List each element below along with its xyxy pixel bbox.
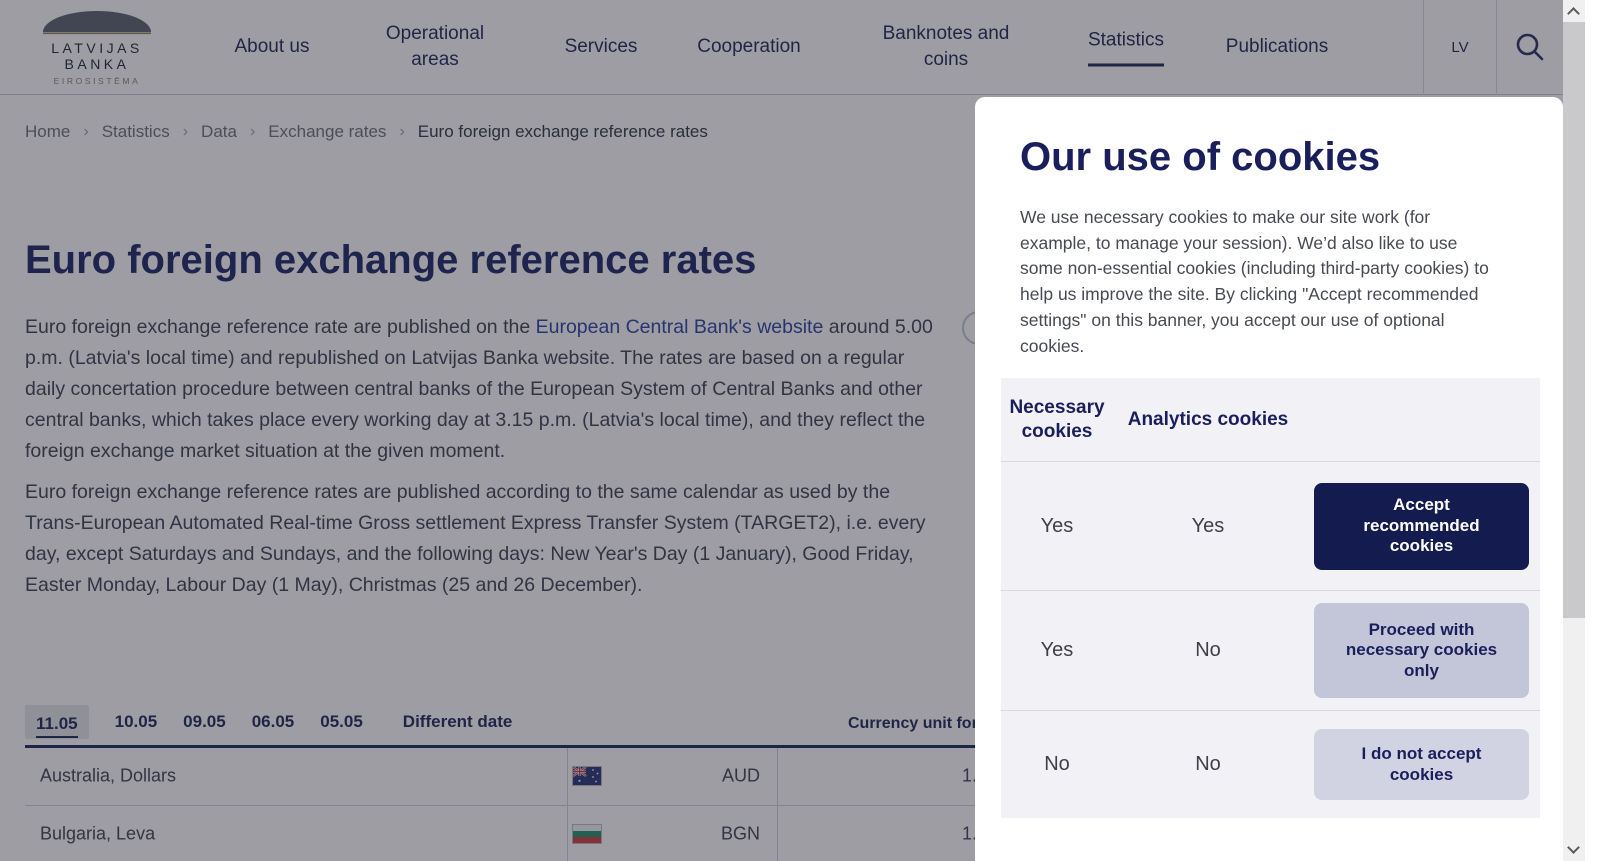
cookie-dialog-body: We use necessary cookies to make our sit…: [1020, 207, 1489, 356]
nav-operational-areas[interactable]: Operational areas: [360, 21, 510, 73]
table-row-aud[interactable]: Australia, Dollars: [25, 748, 1540, 806]
breadcrumb-exchange-rates[interactable]: Exchange rates: [268, 122, 387, 141]
currency-name: Bulgaria, Leva: [40, 823, 156, 844]
breadcrumb-current: Euro foreign exchange reference rates: [417, 122, 708, 141]
cookie-option-row-necessary-only: Yes No Proceed with necessary cookies on…: [1001, 591, 1540, 711]
nav-label: Banknotes and coins: [882, 23, 1010, 70]
calendar-paragraph: Euro foreign exchange reference rates ar…: [25, 481, 926, 596]
date-tabs: 11.05 10.05 09.05 06.05 05.05 Different …: [25, 699, 512, 745]
accept-recommended-cookies-button[interactable]: Accept recommended cookies: [1314, 482, 1529, 570]
cookie-option-row-reject: No No I do not accept cookies: [1001, 711, 1540, 818]
bulgaria-flag: [572, 823, 602, 844]
logo-text: LATVIJAS BANKA: [51, 40, 143, 72]
currency-rate: 1.: [962, 765, 978, 786]
ecb-website-link[interactable]: European Central Bank's website: [535, 316, 824, 338]
necessary-value: Yes: [1040, 514, 1074, 537]
necessary-value: Yes: [1040, 639, 1074, 661]
currency-unit-header: Currency unit for 1: [848, 715, 992, 732]
analytics-cookies-header: Analytics cookies: [1127, 408, 1289, 430]
currency-rate: 1.: [962, 823, 978, 844]
search-button[interactable]: [1497, 0, 1563, 95]
necessary-cookies-header: Necessary cookies: [1009, 396, 1105, 442]
tab-date-11-05[interactable]: 11.05: [25, 705, 89, 739]
nav-cooperation[interactable]: Cooperation: [684, 34, 814, 60]
logo-subtext: EIROSISTĒMA: [53, 76, 141, 86]
necessary-value: No: [1044, 753, 1070, 775]
site-header: LATVIJAS BANKA EIROSISTĒMA About us Oper…: [0, 0, 1563, 95]
chevron-right-icon: ›: [249, 123, 256, 140]
analytics-value: No: [1195, 639, 1221, 661]
scroll-up-icon[interactable]: [1567, 7, 1580, 20]
main-content: Euro foreign exchange reference rates Eu…: [25, 236, 935, 611]
cookie-table-header: Necessary cookies Analytics cookies: [1001, 378, 1540, 462]
vertical-scrollbar[interactable]: [1563, 0, 1585, 861]
paragraph-text: Euro foreign exchange reference rate are…: [25, 316, 536, 338]
table-row-bgn[interactable]: Bulgaria, Leva BGN 1.: [25, 805, 1540, 861]
australia-flag: [572, 766, 602, 787]
currency-code: AUD: [721, 765, 760, 786]
chevron-right-icon: ›: [399, 123, 405, 140]
analytics-value: Yes: [1191, 514, 1225, 537]
tab-date-10-05[interactable]: 10.05: [114, 712, 158, 731]
proceed-necessary-cookies-button[interactable]: Proceed with necessary cookies only: [1314, 603, 1529, 698]
nav-label: Cooperation: [697, 36, 801, 57]
chevron-right-icon: ›: [83, 123, 89, 140]
column-divider: [777, 748, 778, 805]
nav-label: Operational areas: [385, 23, 485, 70]
cookie-consent-dialog: Our use of cookies We use necessary cook…: [975, 97, 1563, 861]
cookie-options-table: Necessary cookies Analytics cookies Yes …: [1001, 378, 1540, 818]
nav-label: Services: [564, 36, 638, 57]
intro-paragraph: Euro foreign exchange reference rate are…: [25, 312, 935, 467]
reject-cookies-button[interactable]: I do not accept cookies: [1314, 729, 1529, 800]
column-divider: [567, 805, 568, 861]
paragraph-text: around 5.00 p.m. (Latvia's local time) a…: [25, 316, 933, 462]
nav-banknotes-coins[interactable]: Banknotes and coins: [866, 21, 1026, 73]
cookie-option-row-recommended: Yes Yes Accept recommended cookies: [1001, 462, 1540, 591]
search-icon: [1516, 33, 1544, 60]
dome-icon: [43, 11, 151, 35]
cookie-dialog-title: Our use of cookies: [1020, 135, 1381, 179]
breadcrumb-home[interactable]: Home: [25, 122, 71, 141]
bank-logo[interactable]: LATVIJAS BANKA EIROSISTĒMA: [22, 10, 172, 86]
column-divider: [567, 748, 568, 805]
nav-statistics[interactable]: Statistics: [1071, 28, 1181, 67]
currency-code: BGN: [720, 823, 760, 844]
nav-about-us[interactable]: About us: [212, 34, 332, 60]
exchange-rates-table: Australia, Dollars: [25, 745, 1540, 861]
nav-label: Publications: [1225, 36, 1329, 57]
breadcrumb-statistics[interactable]: Statistics: [101, 122, 170, 141]
breadcrumb-data[interactable]: Data: [201, 122, 237, 141]
breadcrumb: Home › Statistics › Data › Exchange rate…: [25, 122, 708, 142]
different-date-button[interactable]: Different date: [402, 712, 513, 731]
language-switch[interactable]: LV: [1423, 0, 1497, 95]
right-margin-strip: [1585, 0, 1603, 861]
scrollbar-thumb[interactable]: [1563, 22, 1585, 618]
analytics-value: No: [1195, 753, 1221, 775]
tab-label: 11.05: [36, 714, 78, 738]
tab-date-05-05[interactable]: 05.05: [320, 712, 363, 731]
nav-publications[interactable]: Publications: [1212, 34, 1342, 60]
currency-name: Australia, Dollars: [40, 765, 177, 786]
nav-label: About us: [234, 36, 310, 57]
nav-services[interactable]: Services: [551, 34, 651, 60]
page-title: Euro foreign exchange reference rates: [25, 238, 757, 282]
scroll-down-icon[interactable]: [1567, 841, 1580, 854]
column-divider: [777, 805, 778, 861]
nav-label: Statistics: [1087, 28, 1165, 67]
tab-date-09-05[interactable]: 09.05: [183, 712, 226, 731]
tab-date-06-05[interactable]: 06.05: [251, 712, 295, 731]
chevron-right-icon: ›: [182, 123, 189, 140]
